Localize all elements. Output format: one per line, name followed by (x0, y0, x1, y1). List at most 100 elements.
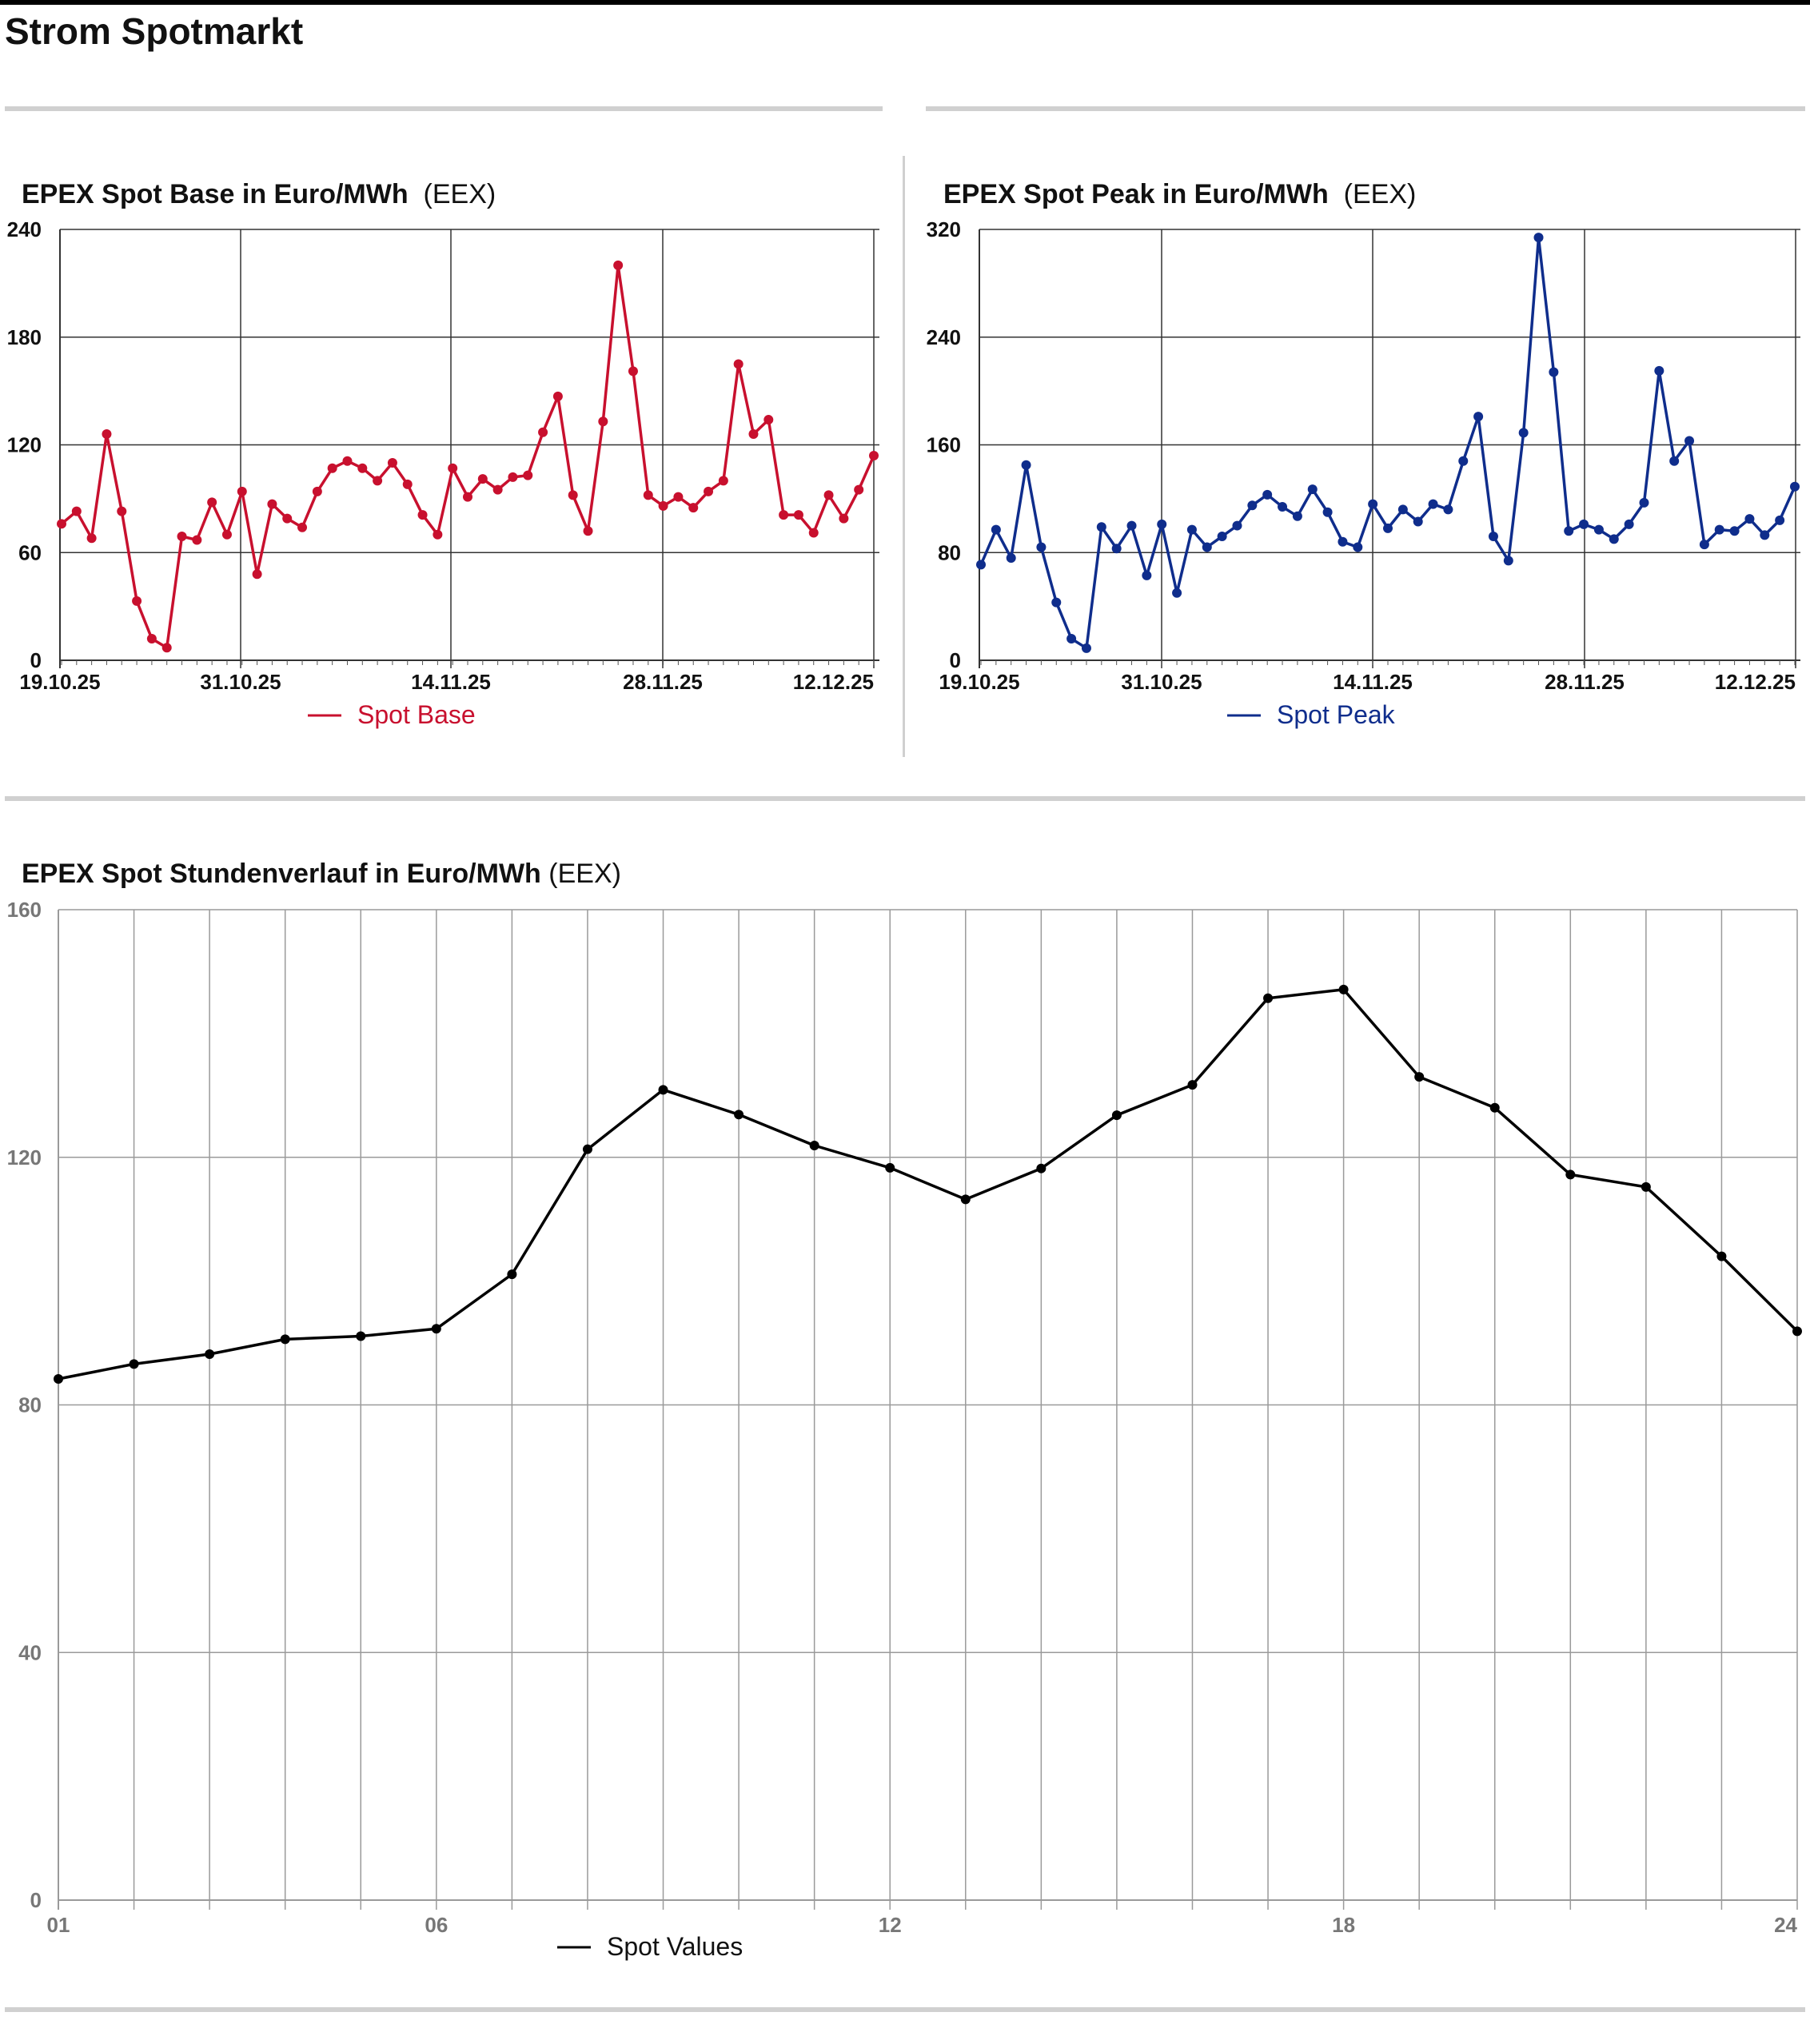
base-data-point (779, 510, 789, 520)
base-data-point (402, 479, 413, 489)
base-data-point (748, 429, 759, 440)
peak-data-point (1518, 428, 1529, 438)
peak-data-point (1775, 515, 1785, 525)
hourly-y-tick-label: 0 (30, 1888, 42, 1912)
base-data-point (704, 486, 714, 496)
base-data-point (463, 492, 472, 502)
peak-y-tick-label: 240 (927, 325, 961, 349)
peak-data-point (1593, 524, 1604, 535)
base-data-point (508, 472, 518, 482)
hourly-data-point (280, 1334, 290, 1345)
hourly-data-point (1489, 1102, 1500, 1113)
hourly-x-tick-label: 24 (1774, 1913, 1797, 1937)
base-data-point (252, 569, 262, 580)
hourly-x-tick-label: 12 (879, 1913, 902, 1937)
peak-data-point (1232, 520, 1242, 531)
base-data-point (177, 532, 187, 542)
base-data-point (808, 528, 819, 538)
hourly-data-point (54, 1373, 63, 1384)
peak-y-tick-label: 160 (927, 433, 961, 457)
base-chart-source: (EEX) (423, 179, 496, 209)
base-data-point (267, 499, 277, 509)
peak-data-point (1368, 499, 1378, 509)
peak-legend-label: Spot Peak (1277, 700, 1396, 729)
base-data-point (688, 503, 699, 513)
base-series-line (60, 264, 875, 650)
hourly-y-tick-label: 120 (7, 1146, 42, 1169)
base-y-tick-label: 240 (7, 217, 42, 241)
hourly-data-point (960, 1194, 971, 1205)
peak-data-point (1458, 456, 1469, 466)
peak-y-tick-label: 0 (950, 648, 961, 672)
base-data-point (417, 510, 428, 520)
peak-x-tick-label: 14.11.25 (1333, 670, 1413, 694)
peak-data-point (1307, 484, 1318, 495)
peak-data-point (1157, 519, 1167, 529)
hourly-data-point (885, 1162, 895, 1173)
base-data-point (552, 391, 563, 401)
hourly-data-point (1565, 1169, 1576, 1180)
base-data-point (538, 427, 548, 437)
peak-data-point (1353, 542, 1363, 552)
peak-data-point (1699, 540, 1709, 550)
base-data-point (387, 457, 397, 468)
hourly-x-tick-label: 01 (47, 1913, 70, 1937)
hourly-legend-label: Spot Values (607, 1932, 743, 1961)
base-data-point (207, 497, 217, 508)
peak-data-point (1111, 544, 1122, 554)
separator-right (926, 106, 1805, 111)
peak-data-point (1549, 367, 1559, 377)
peak-x-tick-label: 19.10.25 (939, 670, 1019, 694)
base-data-point (673, 492, 684, 502)
base-data-point (492, 484, 503, 495)
hourly-data-point (1187, 1080, 1198, 1090)
peak-data-point (1172, 588, 1182, 598)
peak-chart-title: EPEX Spot Peak in Euro/MWh (EEX) (943, 179, 1416, 210)
hourly-data-point (1111, 1110, 1122, 1121)
base-data-point (568, 490, 578, 500)
base-y-tick-label: 180 (7, 325, 42, 349)
hourly-data-point (205, 1349, 215, 1360)
peak-x-tick-label: 31.10.25 (1121, 670, 1202, 694)
hourly-data-point (1792, 1326, 1802, 1337)
hourly-data-point (1716, 1251, 1727, 1261)
peak-x-tick-label: 12.12.25 (1715, 670, 1796, 694)
separator-left (5, 106, 883, 111)
peak-data-point (1744, 514, 1755, 524)
base-data-point (146, 634, 157, 644)
base-x-tick-label: 12.12.25 (793, 670, 874, 694)
peak-data-point (1729, 526, 1740, 536)
peak-data-point (1790, 481, 1800, 492)
peak-data-point (1624, 519, 1634, 529)
peak-data-point (1428, 499, 1438, 509)
peak-data-point (1247, 500, 1258, 511)
hourly-data-point (507, 1269, 517, 1280)
hourly-y-tick-label: 160 (7, 898, 42, 922)
base-data-point (477, 474, 488, 484)
separator-middle (5, 796, 1805, 801)
base-data-point (598, 416, 608, 427)
base-data-point (71, 506, 82, 516)
peak-data-point (1413, 516, 1423, 527)
base-data-point (793, 510, 803, 520)
base-data-point (132, 596, 142, 606)
hourly-data-point (1338, 984, 1349, 994)
peak-data-point (1609, 534, 1619, 544)
base-data-point (221, 529, 232, 540)
base-data-point (583, 526, 593, 536)
peak-data-point (1488, 532, 1498, 542)
peak-chart-source: (EEX) (1343, 179, 1417, 209)
base-data-point (327, 463, 337, 473)
base-data-point (448, 463, 458, 473)
base-data-point (643, 490, 653, 500)
peak-data-point (1006, 552, 1016, 563)
peak-data-point (1639, 497, 1649, 508)
base-data-point (433, 529, 443, 540)
peak-data-point (991, 524, 1001, 535)
hourly-data-point (658, 1085, 668, 1095)
base-data-point (613, 260, 624, 270)
hourly-chart-title-text: EPEX Spot Stundenverlauf in Euro/MWh (22, 859, 541, 889)
peak-data-point (1579, 519, 1589, 529)
hourly-data-point (431, 1324, 441, 1334)
